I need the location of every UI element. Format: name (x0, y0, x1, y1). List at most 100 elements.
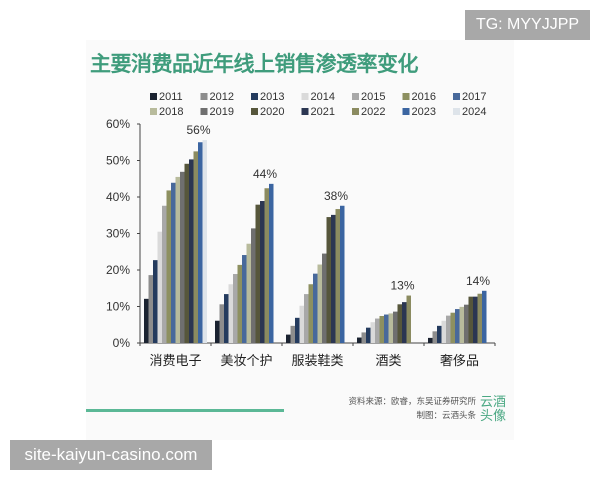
bar-酒类-2022 (406, 295, 411, 343)
legend-label-2015: 2015 (361, 91, 385, 103)
bar-酒类-2017 (384, 314, 389, 343)
legend-swatch-2012 (200, 93, 208, 100)
bar-消费电子-2021 (189, 159, 194, 343)
bar-奢侈品-2014 (441, 320, 446, 343)
bar-奢侈品-2018 (459, 306, 464, 343)
data-label: 44% (253, 167, 277, 181)
x-tick-label: 服装鞋类 (291, 353, 343, 368)
bar-奢侈品-2012 (432, 331, 437, 343)
legend-swatch-2018 (150, 108, 157, 115)
bar-美妆个护-2021 (260, 201, 265, 343)
bar-服装鞋类-2019 (322, 253, 327, 343)
x-tick-label: 消费电子 (149, 353, 201, 368)
bar-服装鞋类-2021 (331, 214, 336, 343)
bar-酒类-2012 (361, 332, 366, 343)
bar-酒类-2021 (402, 302, 407, 343)
bar-消费电子-2017 (171, 182, 176, 343)
legend-label-2022: 2022 (361, 106, 385, 118)
bar-服装鞋类-2012 (290, 325, 295, 343)
bar-消费电子-2016 (166, 190, 171, 343)
watermark-bottom: site-kaiyun-casino.com (10, 440, 212, 470)
bar-服装鞋类-2017 (313, 273, 318, 343)
legend-label-2016: 2016 (412, 91, 436, 103)
bar-美妆个护-2018 (246, 243, 251, 343)
legend-label-2012: 2012 (210, 91, 234, 103)
bar-奢侈品-2016 (450, 312, 455, 343)
x-tick-label: 酒类 (375, 353, 401, 368)
bar-奢侈品-2019 (464, 304, 469, 343)
bar-服装鞋类-2023 (340, 205, 345, 343)
bar-服装鞋类-2015 (304, 294, 309, 343)
bar-消费电子-2024 (202, 140, 207, 343)
y-tick-label: 60% (106, 117, 130, 131)
legend-swatch-2019 (200, 108, 208, 115)
legend-swatch-2014 (301, 93, 309, 100)
bar-酒类-2020 (397, 304, 402, 343)
y-tick-label: 40% (106, 190, 130, 204)
bar-服装鞋类-2013 (295, 317, 300, 343)
legend-swatch-2011 (150, 93, 157, 100)
legend-swatch-2017 (453, 93, 460, 100)
legend-label-2011: 2011 (159, 91, 183, 103)
bar-消费电子-2019 (180, 171, 185, 343)
bar-奢侈品-2020 (468, 296, 473, 343)
x-tick-label: 奢侈品 (440, 353, 479, 368)
x-tick-label: 美妆个护 (220, 353, 272, 368)
bar-美妆个护-2019 (251, 228, 256, 343)
legend-label-2023: 2023 (412, 106, 436, 118)
bar-服装鞋类-2022 (335, 209, 340, 343)
watermark-top: TG: MYYJJPP (465, 10, 590, 40)
legend-label-2017: 2017 (462, 91, 486, 103)
y-tick-label: 20% (106, 263, 130, 277)
legend-swatch-2021 (301, 108, 309, 115)
data-label: 56% (186, 123, 210, 137)
bar-奢侈品-2022 (477, 293, 482, 343)
divider-line (86, 409, 284, 412)
bar-服装鞋类-2014 (299, 305, 304, 343)
bar-奢侈品-2011 (428, 337, 433, 343)
credit-text: 制图：云酒头条 (416, 411, 476, 421)
legend-label-2014: 2014 (311, 91, 335, 103)
logo-text: 云酒头像 (480, 395, 507, 424)
bar-服装鞋类-2011 (286, 334, 291, 343)
bar-酒类-2014 (370, 322, 375, 343)
legend-label-2018: 2018 (159, 106, 183, 118)
bar-服装鞋类-2020 (326, 217, 331, 343)
y-tick-label: 30% (106, 227, 130, 241)
bar-美妆个护-2023 (269, 183, 274, 343)
bar-消费电子-2022 (193, 151, 198, 343)
bar-酒类-2018 (388, 313, 393, 343)
data-label: 38% (324, 189, 348, 203)
y-tick-label: 0% (113, 336, 131, 350)
bar-奢侈品-2015 (446, 315, 451, 343)
legend-swatch-2022 (352, 108, 359, 115)
bar-消费电子-2015 (162, 205, 167, 343)
legend-swatch-2020 (251, 108, 258, 115)
data-label: 13% (390, 279, 414, 293)
bar-美妆个护-2020 (255, 204, 260, 343)
legend-label-2013: 2013 (260, 91, 284, 103)
legend-swatch-2023 (402, 108, 410, 115)
legend-label-2024: 2024 (462, 106, 486, 118)
bar-消费电子-2018 (175, 176, 180, 343)
bar-消费电子-2020 (184, 163, 189, 343)
bar-消费电子-2012 (148, 275, 153, 343)
bar-奢侈品-2023 (482, 290, 487, 343)
bar-奢侈品-2013 (437, 325, 442, 343)
bar-美妆个护-2011 (215, 320, 220, 343)
source-note: 资料来源：欧睿，东吴证券研究所 制图：云酒头条 (348, 395, 476, 423)
legend-swatch-2016 (402, 93, 410, 100)
bar-服装鞋类-2018 (317, 264, 322, 343)
bar-奢侈品-2017 (455, 309, 460, 343)
y-tick-label: 50% (106, 154, 130, 168)
legend-swatch-2013 (251, 93, 258, 100)
bar-奢侈品-2021 (473, 296, 478, 343)
bar-美妆个护-2016 (237, 264, 242, 343)
bar-美妆个护-2022 (264, 188, 269, 343)
bar-酒类-2015 (375, 318, 380, 343)
bar-酒类-2016 (379, 315, 384, 343)
bar-美妆个护-2014 (228, 284, 233, 343)
chart-title: 主要消费品近年线上销售渗透率变化 (90, 51, 419, 76)
bar-酒类-2011 (357, 337, 362, 343)
